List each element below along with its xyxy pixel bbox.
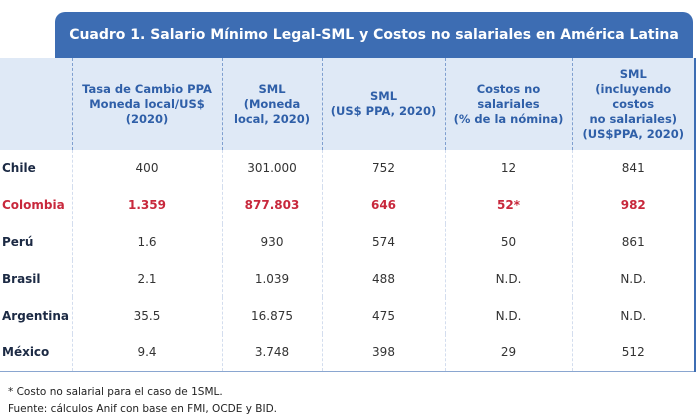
header-line: SML xyxy=(369,89,398,103)
table-row: Brasil 2.1 1.039 488 N.D. N.D. xyxy=(0,260,695,298)
table-cell: N.D. xyxy=(445,260,573,298)
header-line: local, 2020) xyxy=(234,111,310,126)
table-row: Colombia 1.359 877.803 646 52* 982 xyxy=(0,186,695,224)
table-cell: 16.875 xyxy=(222,297,323,334)
table-cell: 12 xyxy=(445,150,573,187)
table-cell: N.D. xyxy=(445,297,573,334)
table-cell: 877.803 xyxy=(222,186,323,224)
table-body: Chile 400 301.000 752 12 841 Colombia 1.359 877.… xyxy=(0,150,695,372)
row-label: Perú xyxy=(0,223,73,261)
table-cell: 646 xyxy=(322,186,446,224)
header-line: (2020) xyxy=(125,111,169,126)
row-label: Colombia xyxy=(0,186,73,224)
table: Tasa de Cambio PPA Moneda local/US$ (2020)… xyxy=(0,58,696,372)
table-row: México 9.4 3.748 398 29 512 xyxy=(0,333,695,372)
table-cell: 1.359 xyxy=(72,186,223,224)
header-cell: SML (Moneda local, 2020) xyxy=(222,58,323,150)
table-cell: 982 xyxy=(620,198,646,213)
table-cell: 574 xyxy=(322,223,446,261)
table-cell: 1.6 xyxy=(72,223,223,261)
table-row: Perú 1.6 930 574 50 861 xyxy=(0,223,695,261)
table-cell: 400 xyxy=(72,150,223,187)
header-line: Tasa de Cambio PPA xyxy=(82,81,212,96)
table-cell: 9.4 xyxy=(72,333,223,372)
header-line: SML xyxy=(619,66,647,81)
row-label: México xyxy=(0,333,73,372)
header-line: (Moneda xyxy=(243,96,301,111)
row-label: Chile xyxy=(0,150,73,187)
header-line: (incluyendo costos xyxy=(595,81,672,111)
table-cell: 861 xyxy=(621,234,645,249)
footnote: * Costo no salarial para el caso de 1SML… xyxy=(8,386,223,398)
table-cell: 50 xyxy=(445,223,573,261)
table-cell: N.D. xyxy=(620,308,647,323)
header-line: (% de la nómina) xyxy=(453,111,564,126)
header-row: Tasa de Cambio PPA Moneda local/US$ (2020)… xyxy=(0,58,695,150)
table-cell: 1.039 xyxy=(222,260,323,298)
header-line: Moneda local/US$ xyxy=(89,96,205,111)
header-line: SML xyxy=(258,81,286,96)
table-cell: 3.748 xyxy=(222,333,323,372)
table-cell: 301.000 xyxy=(222,150,323,187)
header-cell: Tasa de Cambio PPA Moneda local/US$ (2020) xyxy=(72,58,223,150)
table-cell: 35.5 xyxy=(72,297,223,334)
table-cell: 52* xyxy=(445,186,573,224)
table-cell: 488 xyxy=(322,260,446,298)
header-cell: Costos no salariales (% de la nómina) xyxy=(445,58,573,150)
header-line: (US$PPA, 2020) xyxy=(582,126,684,141)
header-line: no salariales) xyxy=(589,111,678,126)
table-cell: 2.1 xyxy=(72,260,223,298)
header-line: salariales xyxy=(477,96,540,111)
table-cell: 398 xyxy=(322,333,446,372)
table-cell: 512 xyxy=(572,333,695,372)
header-cell: SML (US$ PPA, 2020) xyxy=(322,58,446,150)
header-line: (US$ PPA, 2020) xyxy=(330,104,437,118)
table-cell: 841 xyxy=(621,161,645,176)
row-label: Argentina xyxy=(0,297,73,334)
table-cell: N.D. xyxy=(620,271,647,286)
table-cell: 752 xyxy=(322,150,446,187)
table-title: Cuadro 1. Salario Mínimo Legal-SML y Cos… xyxy=(55,12,693,58)
table-cell: 930 xyxy=(222,223,323,261)
header-cell: SML (incluyendo costos no salariales) (US$P… xyxy=(572,58,695,150)
header-line: Costos no xyxy=(476,81,541,96)
footnote: Fuente: cálculos Anif con base en FMI, O… xyxy=(8,403,277,415)
table-row: Chile 400 301.000 752 12 841 xyxy=(0,150,695,187)
table-cell: 29 xyxy=(445,333,573,372)
header-cell xyxy=(0,58,73,150)
row-label: Brasil xyxy=(0,260,73,298)
table-cell: 475 xyxy=(322,297,446,334)
table-row: Argentina 35.5 16.875 475 N.D. N.D. xyxy=(0,297,695,334)
